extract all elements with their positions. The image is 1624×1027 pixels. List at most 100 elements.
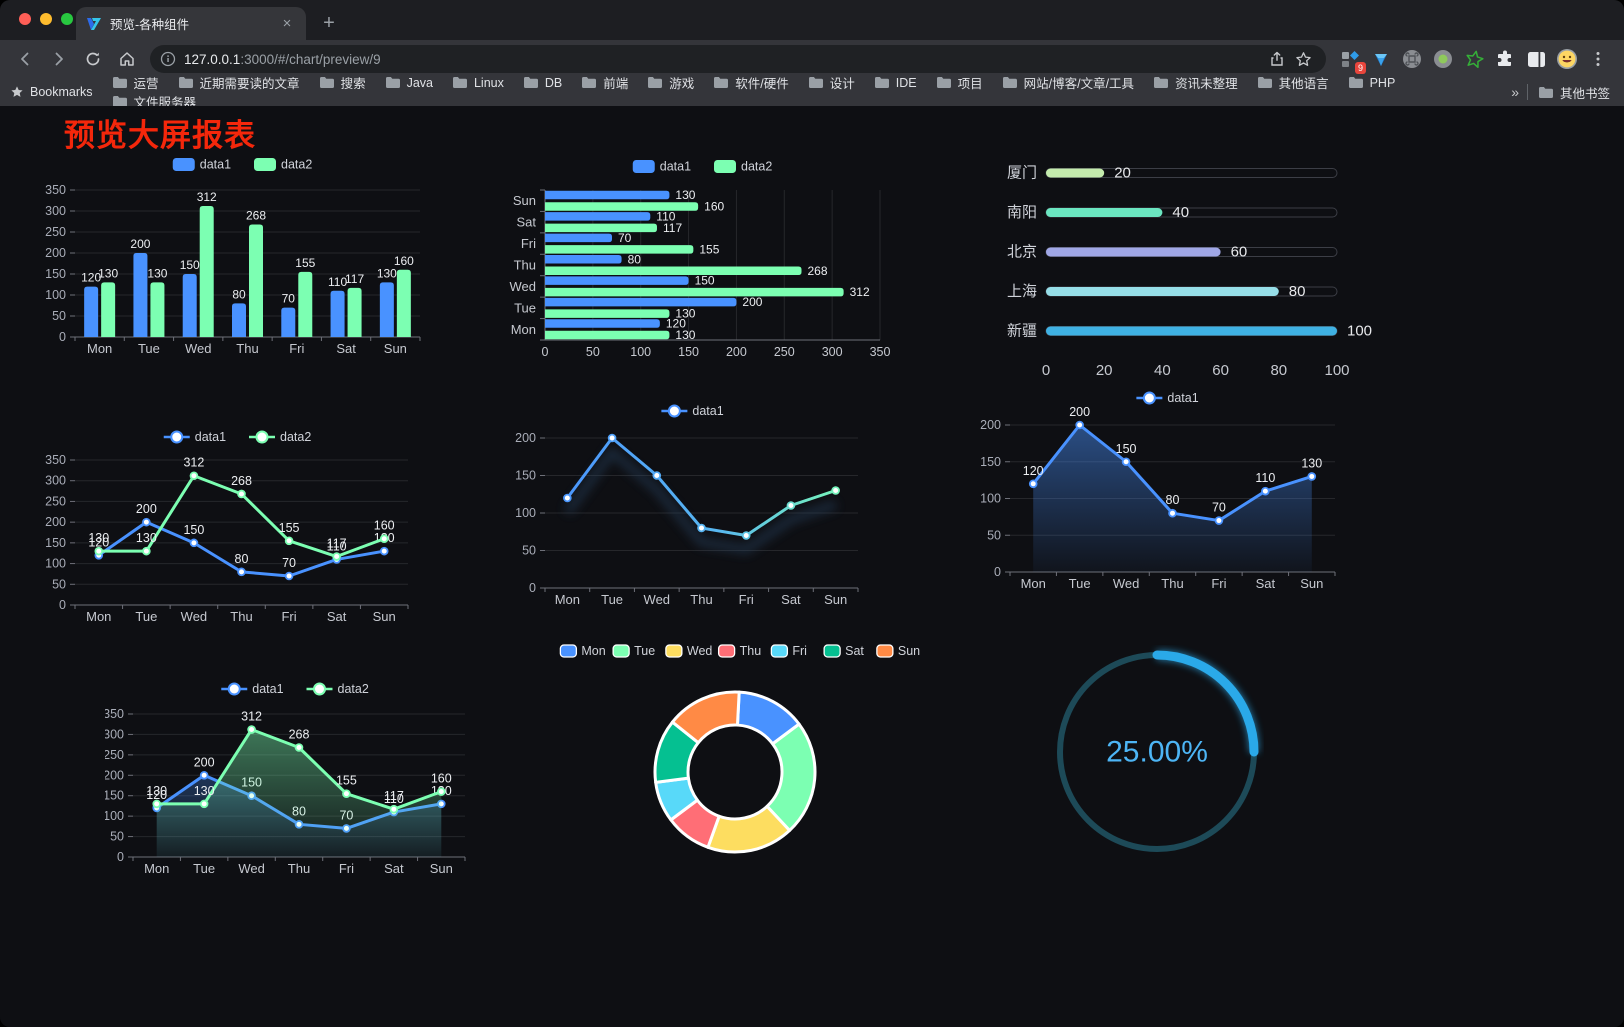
bookmark-folder[interactable]: 软件/硬件 <box>713 73 789 92</box>
bookmark-folder[interactable]: 项目 <box>936 73 983 92</box>
bookmark-folder[interactable]: DB <box>523 76 562 90</box>
svg-text:Sat: Sat <box>781 592 801 607</box>
bookmarks-divider <box>1526 84 1528 100</box>
svg-text:Wed: Wed <box>687 644 713 658</box>
svg-text:130: 130 <box>675 188 695 202</box>
forward-button[interactable] <box>45 45 73 73</box>
svg-text:250: 250 <box>45 225 66 239</box>
svg-text:Sat: Sat <box>516 215 536 230</box>
svg-text:80: 80 <box>628 252 642 266</box>
close-window-button[interactable] <box>19 13 31 25</box>
zoom-window-button[interactable] <box>61 13 73 25</box>
grouped-bar-chart[interactable]: data1 data2 0 50 100 150 200 250 300 350 Mon Tue Wed… <box>45 150 445 364</box>
svg-text:Sun: Sun <box>430 861 453 876</box>
new-tab-button[interactable]: + <box>323 12 335 34</box>
folder-icon <box>178 77 193 88</box>
bookmark-folder[interactable]: 设计 <box>808 73 855 92</box>
donut-chart[interactable]: Mon Tue Wed Thu Fri Sat Sun <box>545 638 935 882</box>
extension-record-icon[interactable] <box>1431 47 1455 71</box>
svg-text:data1: data1 <box>200 158 231 172</box>
bookmark-folder[interactable]: 前端 <box>581 73 628 92</box>
svg-text:0: 0 <box>1042 362 1050 379</box>
bookmark-folder[interactable]: 游戏 <box>647 73 694 92</box>
extension-gem-icon[interactable] <box>1369 47 1393 71</box>
svg-text:160: 160 <box>431 772 452 786</box>
side-panel-icon[interactable] <box>1524 47 1548 71</box>
gauge-chart[interactable]: 25.00% <box>1050 645 1264 859</box>
bookmark-star-icon[interactable] <box>1290 46 1316 72</box>
bookmark-folder[interactable]: Linux <box>452 76 504 90</box>
svg-text:130: 130 <box>675 307 695 321</box>
share-icon[interactable] <box>1264 46 1290 72</box>
multi-line-chart[interactable]: data1 data2 0 50 100 150 200 250 300 350 Mon Tue Wed… <box>45 425 435 630</box>
svg-text:0: 0 <box>529 581 536 595</box>
folder-icon <box>582 77 597 88</box>
tab-strip: 预览-各种组件 × + <box>0 0 1624 40</box>
svg-text:100: 100 <box>980 492 1001 506</box>
bookmark-folder[interactable]: Java <box>385 76 433 90</box>
svg-text:110: 110 <box>328 275 347 289</box>
svg-text:Sun: Sun <box>898 644 920 658</box>
extension-command-icon[interactable] <box>1400 47 1424 71</box>
reload-button[interactable] <box>79 45 107 73</box>
folder-icon <box>112 96 127 107</box>
svg-text:60: 60 <box>1231 244 1248 261</box>
star-icon <box>11 86 23 97</box>
gradient-line-chart[interactable]: data1 0 50 100 150 200 Mon Tue Wed Thu Fri Sat Sun <box>500 398 890 608</box>
tab-close-icon[interactable]: × <box>282 14 292 32</box>
page-title: 预览大屏报表 <box>64 118 256 153</box>
bookmark-folder[interactable]: 搜索 <box>319 73 366 92</box>
home-button[interactable] <box>113 45 141 73</box>
svg-text:200: 200 <box>980 418 1001 432</box>
profile-avatar[interactable] <box>1555 47 1579 71</box>
horizontal-bar-chart[interactable]: data1 data2 0 50 100 150 200 250 300 350 Mon 120 130… <box>505 150 905 365</box>
svg-text:150: 150 <box>45 536 66 550</box>
extension-star-icon[interactable] <box>1462 47 1486 71</box>
svg-text:130: 130 <box>88 531 109 545</box>
area-chart-single[interactable]: data1 0 50 100 150 200 Mon Tue Wed Thu Fri Sat Sun 12… <box>975 388 1365 593</box>
back-button[interactable] <box>11 45 39 73</box>
svg-text:Fri: Fri <box>521 236 536 251</box>
browser-tab[interactable]: 预览-各种组件 × <box>76 7 306 40</box>
address-bar[interactable]: 127.0.0.1:3000/#/chart/preview/9 <box>150 45 1326 73</box>
folder-icon <box>936 77 951 88</box>
bookmark-folder[interactable]: 运营 <box>112 73 159 92</box>
svg-text:Tue: Tue <box>193 861 215 876</box>
svg-text:312: 312 <box>197 190 217 204</box>
svg-text:Thu: Thu <box>690 592 712 607</box>
minimize-window-button[interactable] <box>40 13 52 25</box>
svg-text:新疆: 新疆 <box>1007 323 1037 340</box>
svg-text:160: 160 <box>704 199 724 213</box>
svg-text:Wed: Wed <box>644 592 671 607</box>
svg-text:150: 150 <box>1116 442 1137 456</box>
svg-text:Fri: Fri <box>792 644 807 658</box>
bookmark-folder[interactable]: 网站/博客/文章/工具 <box>1002 73 1134 92</box>
bookmark-folder[interactable]: 资讯未整理 <box>1153 73 1238 92</box>
svg-text:Wed: Wed <box>238 861 264 876</box>
svg-text:130: 130 <box>146 784 167 798</box>
svg-text:110: 110 <box>327 539 347 553</box>
bookmarks-root[interactable]: Bookmarks <box>10 85 93 99</box>
other-bookmarks[interactable]: 其他书签 <box>1538 83 1610 102</box>
svg-text:data1: data1 <box>660 160 691 174</box>
extensions-puzzle-icon[interactable] <box>1493 47 1517 71</box>
svg-text:50: 50 <box>52 309 66 323</box>
bookmarks-overflow-chevron[interactable]: » <box>1511 84 1519 100</box>
area-chart-double[interactable]: data1 data2 0 50 100 150 200 250 300 350 Mon Tue Wed… <box>103 678 490 885</box>
svg-text:268: 268 <box>808 264 828 278</box>
folder-icon <box>523 77 538 88</box>
bookmark-folder[interactable]: 近期需要读的文章 <box>178 73 300 92</box>
menu-kebab-icon[interactable] <box>1586 47 1610 71</box>
svg-text:Sun: Sun <box>513 193 536 208</box>
bookmark-folder[interactable]: PHP <box>1348 76 1395 90</box>
svg-text:0: 0 <box>59 330 66 344</box>
bookmark-folder[interactable]: 其他语言 <box>1257 73 1329 92</box>
svg-text:Sun: Sun <box>373 609 396 624</box>
svg-text:160: 160 <box>394 254 414 268</box>
svg-text:上海: 上海 <box>1007 283 1037 300</box>
svg-text:110: 110 <box>384 792 404 806</box>
site-info-icon[interactable] <box>160 51 176 67</box>
bookmark-folder[interactable]: IDE <box>874 76 917 90</box>
progress-bar-chart[interactable]: 厦门 20 南阳 40 北京 60 上海 80 新疆 100 0 20 40 60 80 100 <box>965 148 1385 388</box>
extension-grid-icon[interactable]: 9 <box>1338 47 1366 74</box>
